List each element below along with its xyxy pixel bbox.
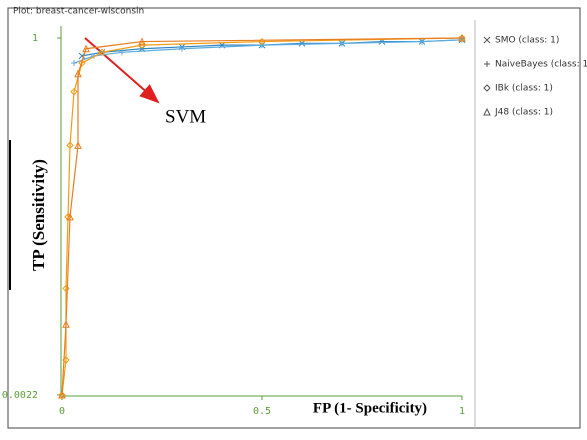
- legend-marker: [483, 84, 491, 92]
- roc-point: [74, 141, 82, 149]
- legend-marker: [484, 61, 490, 67]
- roc-point: [98, 48, 106, 57]
- y-tick-label: 0.0022: [2, 390, 38, 401]
- legend-marker: [483, 36, 491, 44]
- roc-point: [66, 212, 74, 221]
- roc-point: [58, 390, 66, 399]
- roc-point: [82, 44, 90, 53]
- annotation: SVM: [165, 106, 206, 127]
- legend-label: IBk (class: 1): [495, 84, 553, 94]
- roc-point: [74, 69, 82, 78]
- roc-point: [62, 284, 70, 293]
- roc-point: [70, 87, 78, 96]
- annotation-arrow: [84, 37, 160, 104]
- roc-point: [66, 141, 74, 150]
- x-axis-label: FP (1- Specificity): [313, 400, 427, 416]
- y-axis-label: TP (Sensitivity): [29, 159, 48, 271]
- roc-point: [138, 37, 146, 46]
- roc-point: [179, 45, 185, 52]
- legend-label: NaiveBayes (class: 1): [495, 60, 587, 70]
- roc-point: [71, 60, 77, 67]
- roc-line: [61, 37, 463, 396]
- roc-point: [119, 49, 125, 56]
- legend-label: SMO (class: 1): [495, 36, 559, 46]
- roc-point: [339, 40, 345, 47]
- x-tick-label: 1: [459, 406, 465, 417]
- roc-point: [419, 38, 425, 45]
- legend-label: J48 (class: 1): [494, 108, 553, 118]
- legend-marker: [483, 107, 491, 116]
- x-tick-label: 0: [59, 406, 65, 417]
- frame: [7, 7, 581, 429]
- roc-point: [458, 33, 466, 42]
- roc-point: [62, 320, 70, 328]
- chart-title: Plot: breast-cancer-wisconsin: [13, 7, 144, 17]
- roc-line: [73, 39, 463, 64]
- y-tick-label: 1: [32, 33, 38, 44]
- roc-point: [78, 59, 86, 67]
- x-tick-label: 0.5: [253, 406, 271, 417]
